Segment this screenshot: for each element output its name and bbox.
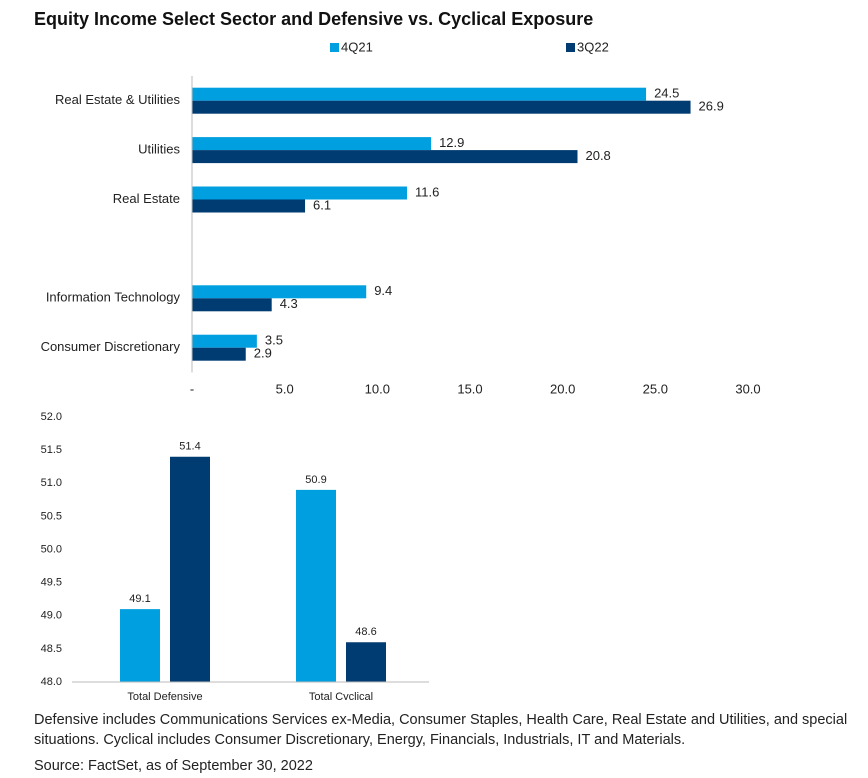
bar xyxy=(192,150,578,164)
x-tick-label: 25.0 xyxy=(643,381,668,396)
bar xyxy=(192,137,432,151)
bar xyxy=(192,87,647,101)
y-tick-label: Real Estate xyxy=(113,191,180,206)
value-label: 11.6 xyxy=(415,184,439,199)
value-label: 12.9 xyxy=(439,135,464,150)
legend-swatch xyxy=(330,43,339,52)
bar xyxy=(192,199,306,213)
x-tick-label: 30.0 xyxy=(735,381,760,396)
bar xyxy=(192,100,691,114)
y-tick-label: 49.0 xyxy=(41,610,62,622)
value-label: 4.3 xyxy=(280,296,298,311)
value-label: 51.4 xyxy=(179,441,200,453)
y-tick-label: 49.5 xyxy=(41,577,62,589)
value-label: 49.1 xyxy=(129,593,150,605)
y-tick-label: 48.0 xyxy=(41,676,62,688)
value-label: 2.9 xyxy=(254,346,272,361)
bar xyxy=(346,642,386,682)
y-tick-label: 51.5 xyxy=(41,444,62,456)
legend-swatch xyxy=(566,43,575,52)
footnote: Defensive includes Communications Servic… xyxy=(34,712,848,748)
bar xyxy=(192,334,257,348)
x-tick-label: 10.0 xyxy=(365,381,390,396)
value-label: 26.9 xyxy=(699,99,724,114)
legend-label: 3Q22 xyxy=(577,39,609,54)
y-tick-label: 50.0 xyxy=(41,543,62,555)
value-label: 9.4 xyxy=(374,283,392,298)
y-tick-label: Consumer Discretionary xyxy=(41,339,181,354)
legend-label: 4Q21 xyxy=(341,39,373,54)
value-label: 3.5 xyxy=(265,333,283,348)
value-label: 20.8 xyxy=(585,148,610,163)
x-tick-label: 15.0 xyxy=(457,381,482,396)
y-tick-label: 52.0 xyxy=(41,411,62,423)
bar xyxy=(192,347,246,361)
chart-title: Equity Income Select Sector and Defensiv… xyxy=(34,9,593,29)
value-label: 50.9 xyxy=(305,474,326,486)
y-tick-label: 48.5 xyxy=(41,643,62,655)
value-label: 6.1 xyxy=(313,197,331,212)
y-tick-label: Real Estate & Utilities xyxy=(55,92,180,107)
x-tick-label: 20.0 xyxy=(550,381,575,396)
y-tick-label: Information Technology xyxy=(46,290,181,305)
value-label: 24.5 xyxy=(654,86,679,101)
bar xyxy=(192,186,407,200)
bar xyxy=(192,298,272,312)
bar xyxy=(192,285,367,299)
source: Source: FactSet, as of September 30, 202… xyxy=(34,758,313,774)
x-tick-label: - xyxy=(190,381,194,396)
value-label: 48.6 xyxy=(355,626,376,638)
bar xyxy=(296,489,336,682)
x-tick-label: 5.0 xyxy=(276,381,294,396)
x-tick-label: Total Cyclical xyxy=(309,691,373,700)
y-tick-label: 50.5 xyxy=(41,510,62,522)
chart: Equity Income Select Sector and Defensiv… xyxy=(34,9,761,700)
y-tick-label: 51.0 xyxy=(41,477,62,489)
x-tick-label: Total Defensive xyxy=(127,691,202,700)
bar xyxy=(170,456,210,682)
bar xyxy=(120,609,160,682)
y-tick-label: Utilities xyxy=(138,142,180,157)
